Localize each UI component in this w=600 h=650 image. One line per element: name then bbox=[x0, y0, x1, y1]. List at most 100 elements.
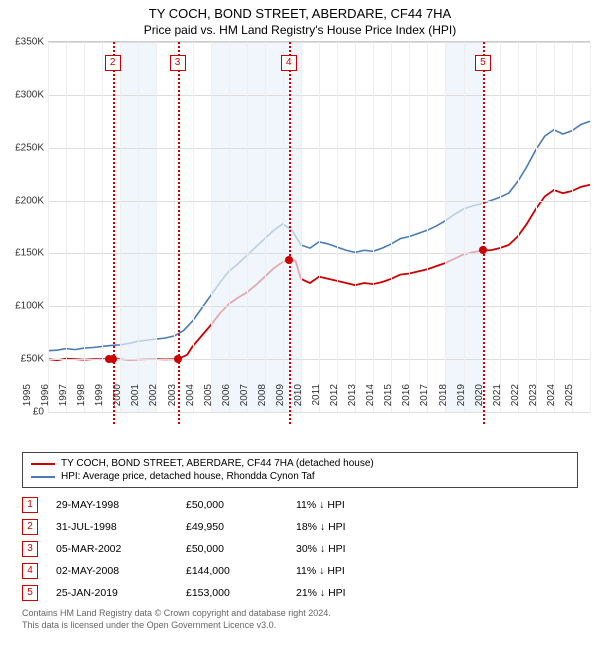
gridline-v bbox=[409, 42, 410, 412]
transaction-delta: 21% ↓ HPI bbox=[296, 587, 406, 599]
x-axis-label: 2003 bbox=[167, 384, 178, 414]
transaction-row: 129-MAY-1998£50,00011% ↓ HPI bbox=[22, 494, 578, 516]
event-marker-line bbox=[113, 42, 115, 424]
transaction-table: 129-MAY-1998£50,00011% ↓ HPI231-JUL-1998… bbox=[22, 494, 578, 604]
legend-label: TY COCH, BOND STREET, ABERDARE, CF44 7HA… bbox=[61, 458, 374, 469]
y-axis-label: £50K bbox=[0, 354, 44, 365]
gridline-v bbox=[193, 42, 194, 412]
transaction-date: 02-MAY-2008 bbox=[56, 565, 186, 577]
event-marker-line bbox=[178, 42, 180, 424]
gridline-v bbox=[518, 42, 519, 412]
legend-label: HPI: Average price, detached house, Rhon… bbox=[61, 471, 315, 482]
x-axis-label: 2025 bbox=[564, 384, 575, 414]
transaction-date: 29-MAY-1998 bbox=[56, 499, 186, 511]
x-axis-label: 2019 bbox=[456, 384, 467, 414]
transaction-delta: 30% ↓ HPI bbox=[296, 543, 406, 555]
sale-dot bbox=[285, 256, 293, 264]
footer-attribution: Contains HM Land Registry data © Crown c… bbox=[22, 608, 578, 631]
x-axis-label: 1997 bbox=[58, 384, 69, 414]
transaction-row: 5 25-JAN-2019£153,00021% ↓ HPI bbox=[22, 582, 578, 604]
chart-subtitle: Price paid vs. HM Land Registry's House … bbox=[0, 21, 600, 37]
sale-dot bbox=[109, 355, 117, 363]
gridline-v bbox=[427, 42, 428, 412]
transaction-date: 25-JAN-2019 bbox=[56, 587, 186, 599]
y-axis-label: £200K bbox=[0, 195, 44, 206]
gridline-v bbox=[301, 42, 302, 412]
gridline-v bbox=[391, 42, 392, 412]
legend-swatch bbox=[31, 463, 55, 465]
x-axis-label: 2018 bbox=[438, 384, 449, 414]
chart-container: TY COCH, BOND STREET, ABERDARE, CF44 7HA… bbox=[0, 0, 600, 650]
transaction-delta: 18% ↓ HPI bbox=[296, 521, 406, 533]
transaction-row: 305-MAR-2002£50,00030% ↓ HPI bbox=[22, 538, 578, 560]
x-axis-label: 2015 bbox=[383, 384, 394, 414]
transaction-index-box: 5 bbox=[22, 585, 38, 601]
x-axis-label: 2012 bbox=[329, 384, 340, 414]
gridline-v bbox=[102, 42, 103, 412]
gridline-v bbox=[554, 42, 555, 412]
gridline-v bbox=[247, 42, 248, 412]
x-axis-label: 1996 bbox=[40, 384, 51, 414]
x-axis-label: 1999 bbox=[94, 384, 105, 414]
gridline-v bbox=[211, 42, 212, 412]
event-marker-box: 2 bbox=[105, 55, 121, 71]
event-marker-line bbox=[483, 42, 485, 424]
gridline-v bbox=[590, 42, 591, 412]
transaction-price: £49,950 bbox=[186, 521, 296, 533]
gridline-v bbox=[283, 42, 284, 412]
transaction-index-box: 1 bbox=[22, 497, 38, 513]
gridline-v bbox=[84, 42, 85, 412]
gridline-v bbox=[138, 42, 139, 412]
sale-dot bbox=[479, 246, 487, 254]
x-axis-label: 2010 bbox=[293, 384, 304, 414]
transaction-delta: 11% ↓ HPI bbox=[296, 499, 406, 511]
gridline-v bbox=[156, 42, 157, 412]
transaction-index-box: 4 bbox=[22, 563, 38, 579]
gridline-v bbox=[572, 42, 573, 412]
y-axis-label: £150K bbox=[0, 248, 44, 259]
gridline-v bbox=[120, 42, 121, 412]
gridline-v bbox=[48, 42, 49, 412]
chart-title: TY COCH, BOND STREET, ABERDARE, CF44 7HA bbox=[0, 0, 600, 21]
legend-item: HPI: Average price, detached house, Rhon… bbox=[31, 470, 569, 483]
legend-box: TY COCH, BOND STREET, ABERDARE, CF44 7HA… bbox=[22, 452, 578, 488]
event-marker-box: 5 bbox=[475, 55, 491, 71]
x-axis-label: 2024 bbox=[546, 384, 557, 414]
x-axis-label: 2007 bbox=[239, 384, 250, 414]
legend-swatch bbox=[31, 476, 55, 478]
event-marker-box: 3 bbox=[170, 55, 186, 71]
footer-line-1: Contains HM Land Registry data © Crown c… bbox=[22, 608, 578, 620]
gridline-v bbox=[536, 42, 537, 412]
x-axis-label: 2013 bbox=[347, 384, 358, 414]
x-axis-label: 2009 bbox=[275, 384, 286, 414]
transaction-price: £144,000 bbox=[186, 565, 296, 577]
transaction-index-box: 3 bbox=[22, 541, 38, 557]
gridline-v bbox=[355, 42, 356, 412]
y-axis-label: £300K bbox=[0, 89, 44, 100]
x-axis-label: 2006 bbox=[221, 384, 232, 414]
x-axis-label: 2004 bbox=[185, 384, 196, 414]
legend-item: TY COCH, BOND STREET, ABERDARE, CF44 7HA… bbox=[31, 457, 569, 470]
transaction-price: £50,000 bbox=[186, 543, 296, 555]
x-axis-label: 2008 bbox=[257, 384, 268, 414]
gridline-v bbox=[66, 42, 67, 412]
transaction-date: 31-JUL-1998 bbox=[56, 521, 186, 533]
gridline-v bbox=[229, 42, 230, 412]
transaction-delta: 11% ↓ HPI bbox=[296, 565, 406, 577]
gridline-v bbox=[500, 42, 501, 412]
y-axis-label: £250K bbox=[0, 142, 44, 153]
gridline-v bbox=[337, 42, 338, 412]
plot-area: £0£50K£100K£150K£200K£250K£300K£350K1995… bbox=[48, 41, 590, 412]
x-axis-label: 2014 bbox=[365, 384, 376, 414]
gridline-v bbox=[445, 42, 446, 412]
transaction-row: 231-JUL-1998£49,95018% ↓ HPI bbox=[22, 516, 578, 538]
shaded-band bbox=[211, 42, 301, 412]
x-axis-label: 2001 bbox=[130, 384, 141, 414]
x-axis-label: 2005 bbox=[203, 384, 214, 414]
y-axis-label: £350K bbox=[0, 37, 44, 48]
x-axis-label: 2023 bbox=[528, 384, 539, 414]
gridline-v bbox=[319, 42, 320, 412]
x-axis-label: 2022 bbox=[510, 384, 521, 414]
sale-dot bbox=[174, 355, 182, 363]
transaction-price: £153,000 bbox=[186, 587, 296, 599]
